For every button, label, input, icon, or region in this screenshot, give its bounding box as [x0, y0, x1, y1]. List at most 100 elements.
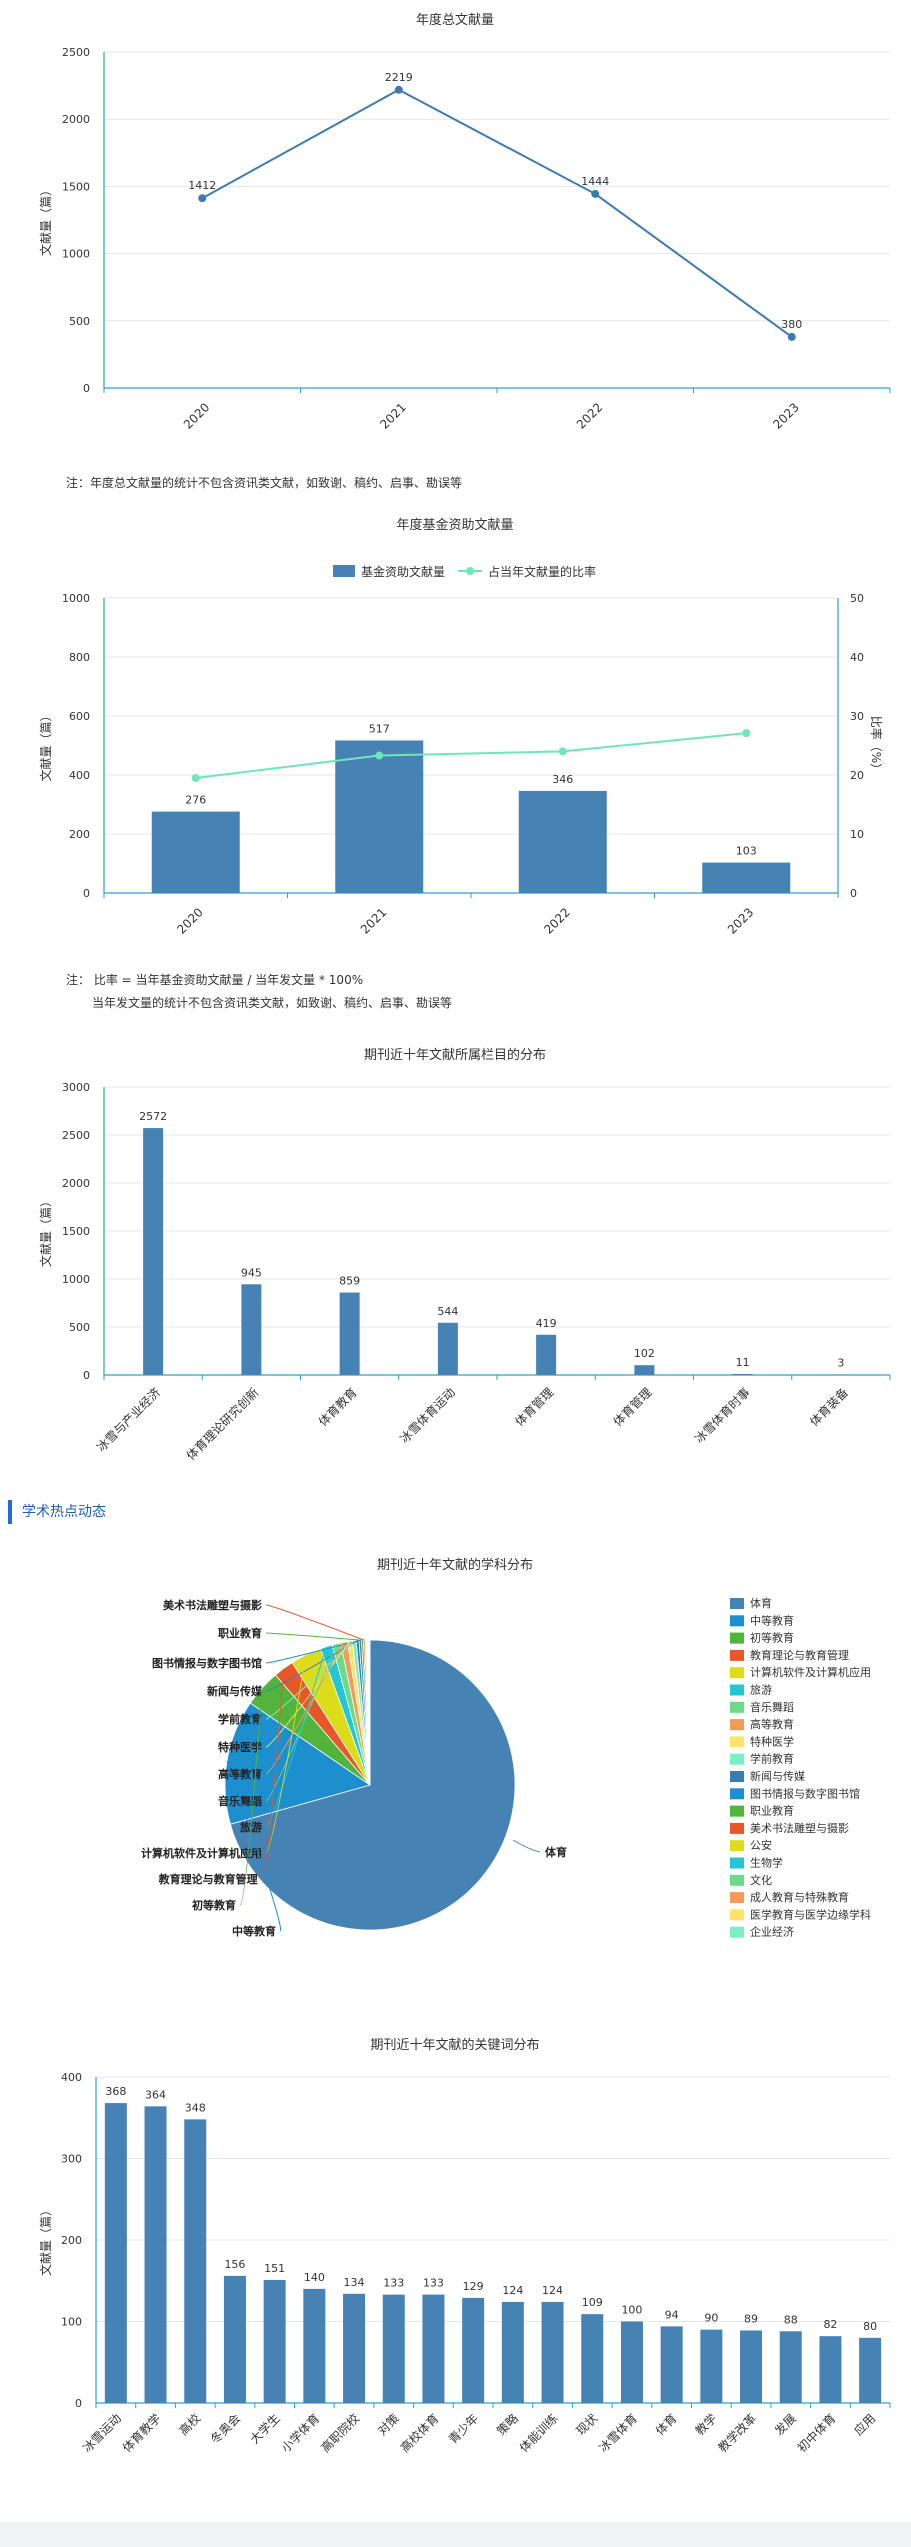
- y-tick-label: 0: [83, 887, 90, 900]
- bar-label: 133: [383, 2277, 404, 2290]
- legend-label: 企业经济: [750, 1925, 794, 1939]
- x-tick-label: 2022: [541, 905, 572, 936]
- legend-swatch: [730, 1632, 744, 1644]
- y-tick-label: 0: [75, 2397, 82, 2410]
- legend-swatch: [730, 1788, 744, 1800]
- y-tick-label: 0: [83, 382, 90, 395]
- y-tick-label: 2500: [62, 1129, 90, 1142]
- x-tick-label: 体育: [652, 2411, 680, 2439]
- pie-label-leader: [261, 1668, 285, 1880]
- y-tick-label: 400: [69, 769, 90, 782]
- bar: [339, 1292, 360, 1375]
- bar: [518, 790, 607, 893]
- y-tick-label: 1000: [62, 1273, 90, 1286]
- x-tick-label: 初中体育: [794, 2411, 839, 2456]
- legend-label: 中等教育: [750, 1613, 794, 1627]
- x-tick-label: 冬奥会: [207, 2411, 243, 2447]
- x-tick-label: 冰雪体育时事: [691, 1385, 753, 1447]
- legend-swatch: [730, 1598, 744, 1609]
- pie-label-leader: [265, 1646, 327, 1828]
- y-axis-label: 文献量（篇）: [38, 709, 53, 781]
- bar-label: 90: [704, 2312, 718, 2325]
- bar-label: 3: [837, 1357, 844, 1370]
- data-label: 380: [781, 318, 802, 331]
- legend-swatch: [730, 1684, 744, 1696]
- x-tick-label: 2021: [377, 400, 408, 431]
- bar: [634, 1365, 655, 1375]
- x-tick-label: 应用: [851, 2411, 879, 2439]
- pie-label-leader: [226, 1761, 282, 1932]
- pie-slice-label: 中等教育: [232, 1924, 276, 1938]
- chart-title: 年度基金资助文献量: [396, 517, 513, 533]
- pie-slice-label: 音乐舞蹈: [218, 1794, 262, 1808]
- bar-label: 348: [185, 2101, 206, 2114]
- legend-swatch: [730, 1753, 744, 1765]
- bar: [437, 1322, 458, 1375]
- annual-note: 注：年度总文献量的统计不包含资讯类文献，如致谢、稿约、启事、勘误等: [66, 476, 463, 490]
- legend-bar-swatch: [333, 565, 355, 577]
- bar-label: 102: [634, 1347, 655, 1360]
- section-header: 学术热点动态: [8, 1500, 106, 1524]
- y-tick-label: 300: [61, 2153, 82, 2166]
- bar: [263, 2279, 286, 2403]
- bar: [779, 2331, 802, 2403]
- y-tick-label: 2000: [62, 1177, 90, 1190]
- pie-slice-label: 计算机软件及计算机应用: [141, 1846, 262, 1860]
- pie-slice: [229, 1639, 516, 1931]
- legend-bar-label: 基金资助文献量: [361, 564, 445, 579]
- data-point: [787, 332, 796, 341]
- x-tick-label: 体育管理: [512, 1385, 557, 1430]
- x-tick-label: 2023: [725, 905, 756, 936]
- x-tick-label: 2020: [174, 905, 205, 936]
- y-axis-label: 文献量（篇）: [38, 184, 53, 256]
- bar: [501, 2301, 524, 2403]
- annual-literature-line-chart: 年度总文献量 0 500 1000 1500 2000 2500 文献量（篇） 1412 2020…: [38, 12, 891, 432]
- pie-label-leader: [265, 1641, 351, 1748]
- y-axis-label: 文献量（篇）: [38, 2204, 53, 2276]
- x-tick-label: 现状: [573, 2411, 600, 2438]
- bar-label: 109: [582, 2296, 603, 2309]
- bar-label: 100: [621, 2304, 642, 2317]
- bar-label: 945: [241, 1266, 262, 1279]
- bar: [660, 2326, 683, 2403]
- ratio-point: [742, 729, 751, 738]
- x-tick-label: 体能训练: [516, 2411, 561, 2456]
- pie-slice-label: 图书情报与数字图书馆: [152, 1656, 262, 1670]
- x-tick-label: 青少年: [446, 2411, 481, 2446]
- bar: [819, 2336, 842, 2403]
- y2-tick-label: 20: [850, 769, 864, 782]
- legend-label: 初等教育: [750, 1631, 794, 1645]
- y-tick-label: 800: [69, 651, 90, 664]
- y-tick-label: 500: [69, 1321, 90, 1334]
- x-tick-label: 高校体育: [397, 2411, 442, 2456]
- bar: [151, 811, 240, 893]
- bar: [184, 2119, 207, 2403]
- legend-swatch: [730, 1926, 744, 1938]
- y-tick-label: 500: [69, 315, 90, 328]
- fund-note-line1: 注： 比率 = 当年基金资助文献量 / 当年发文量 * 100%: [66, 973, 364, 987]
- ratio-point: [558, 747, 567, 756]
- bar-label: 94: [665, 2308, 679, 2321]
- pie-label-leader: [265, 1640, 355, 1720]
- pie-slice-label: 初等教育: [192, 1898, 236, 1912]
- x-tick-label: 策略: [493, 2411, 521, 2439]
- bar: [143, 1128, 164, 1375]
- y2-tick-label: 30: [850, 710, 864, 723]
- bar: [422, 2294, 445, 2403]
- bar-label: 364: [145, 2088, 166, 2101]
- y2-axis-label: 比率（%）: [869, 716, 884, 775]
- legend-swatch: [730, 1892, 744, 1904]
- y-tick-label: 3000: [62, 1081, 90, 1094]
- legend-line-label: 占当年文献量的比率: [488, 564, 596, 579]
- y-tick-label: 400: [61, 2071, 82, 2084]
- x-tick-label: 2023: [770, 400, 801, 431]
- pie-slice-label: 特种医学: [218, 1740, 262, 1754]
- pie-label-leader: [265, 1642, 345, 1775]
- y-tick-label: 1500: [62, 180, 90, 193]
- legend-swatch: [730, 1805, 744, 1817]
- column-distribution-chart: 期刊近十年文献所属栏目的分布 0 500 1000 1500 2000 2500 3000 文献…: [38, 1047, 891, 1463]
- pie-label-leader: [265, 1639, 361, 1664]
- legend-swatch: [730, 1909, 744, 1921]
- pie-slice-label: 新闻与传媒: [207, 1684, 263, 1698]
